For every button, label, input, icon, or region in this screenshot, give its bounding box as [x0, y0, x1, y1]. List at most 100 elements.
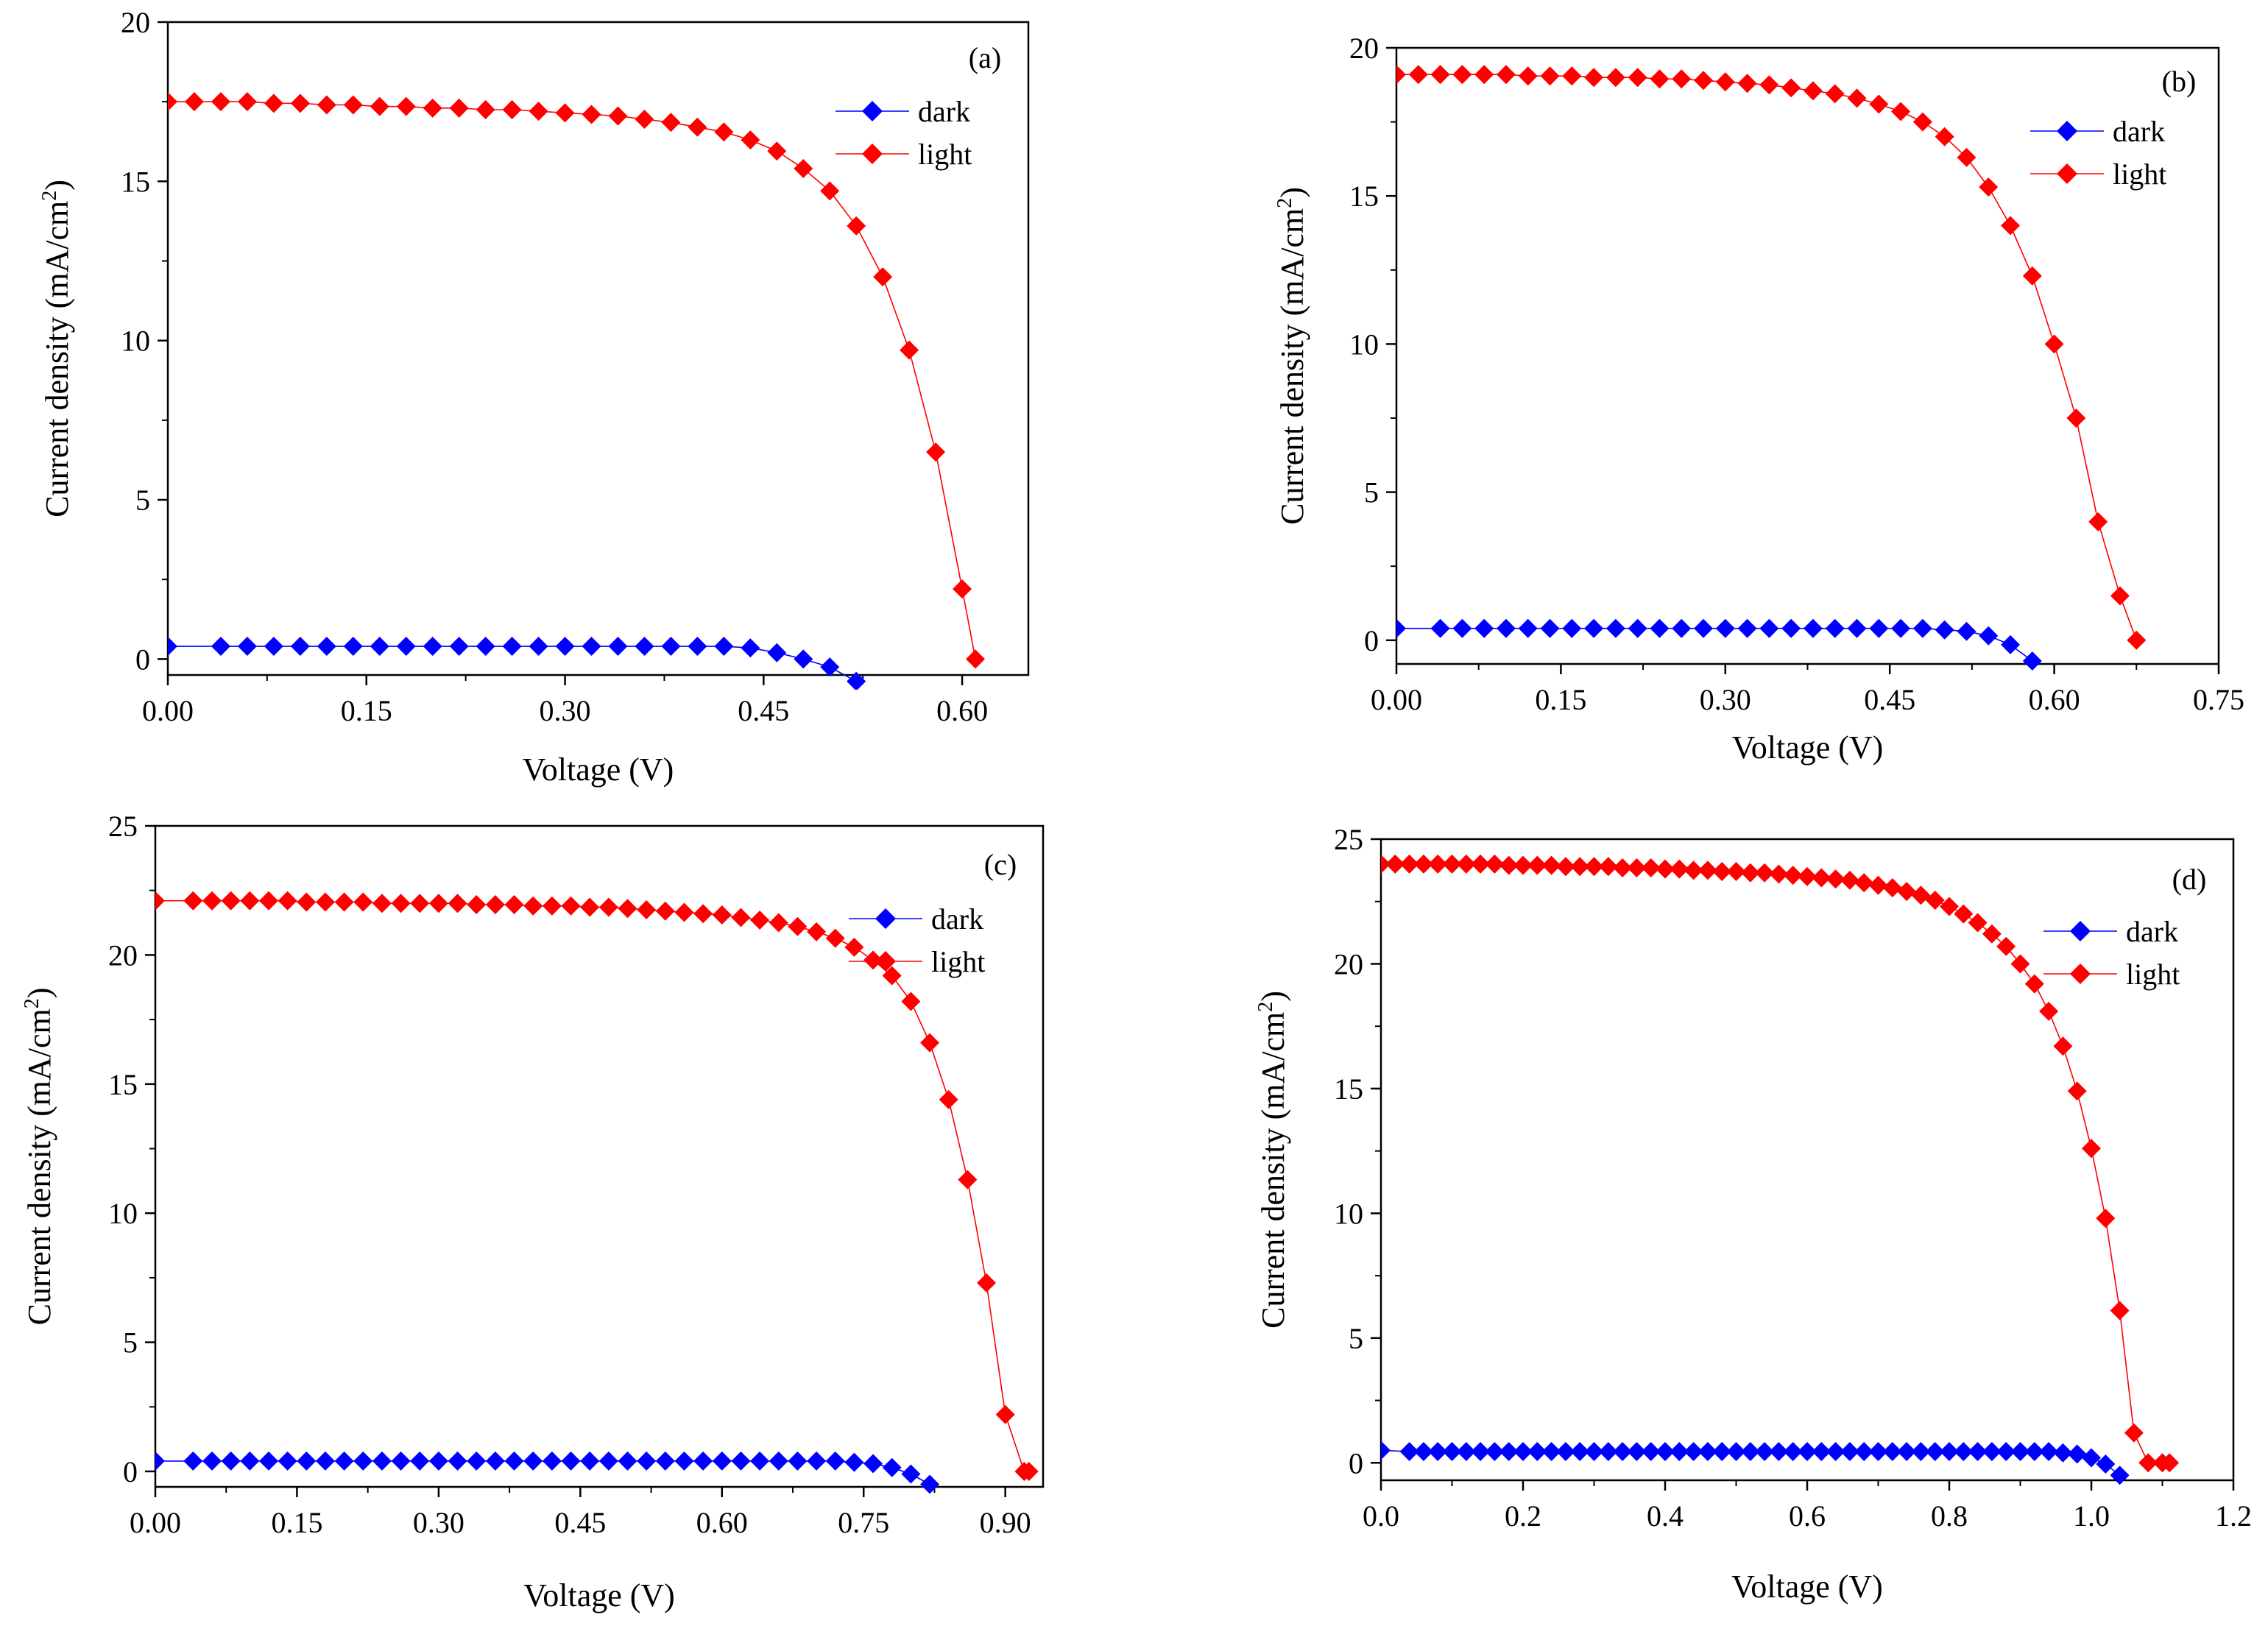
- data-point-dark: [1650, 618, 1670, 638]
- data-point-dark: [1496, 618, 1516, 638]
- data-point-dark: [2110, 1466, 2130, 1485]
- chart-panel-b: 0.00 0.15 0.30 0.45 0.60 0.75 0 5 10 15 20 Voltage …: [1273, 32, 2244, 766]
- data-point-light: [1019, 1461, 1039, 1481]
- data-point-light: [1891, 102, 1911, 121]
- data-point-light: [1911, 886, 1931, 905]
- x-tick-label: 0.45: [554, 1506, 606, 1539]
- data-point-light: [290, 93, 310, 113]
- data-point-dark: [1684, 1442, 1703, 1462]
- data-point-light: [1715, 72, 1735, 92]
- data-point-dark: [561, 1451, 581, 1471]
- data-point-light: [1408, 65, 1428, 85]
- data-point-light: [2024, 974, 2044, 994]
- data-point-dark: [1584, 618, 1604, 638]
- data-point-light: [317, 95, 336, 115]
- data-point-light: [202, 891, 222, 911]
- data-point-light: [712, 905, 732, 925]
- data-point-light: [2001, 216, 2021, 236]
- data-point-dark: [618, 1451, 637, 1471]
- data-point-dark: [370, 637, 389, 657]
- data-point-light: [863, 950, 883, 970]
- data-point-light: [555, 103, 575, 123]
- data-point-light: [155, 891, 165, 911]
- data-point-light: [1854, 873, 1874, 893]
- legend-marker-dark: [875, 908, 896, 929]
- data-point-light: [1527, 855, 1547, 875]
- x-tick-label: 0.45: [1864, 683, 1915, 716]
- data-point-light: [1584, 68, 1604, 88]
- data-point-dark: [1541, 1442, 1561, 1462]
- data-point-light: [1540, 66, 1560, 86]
- data-point-dark: [183, 1451, 203, 1471]
- data-point-dark: [635, 637, 654, 657]
- legend-marker-light: [2057, 163, 2077, 184]
- data-point-light: [2138, 1453, 2158, 1473]
- x-tick-label: 1.0: [2073, 1499, 2110, 1533]
- data-point-light: [1627, 858, 1647, 877]
- data-point-dark: [1826, 1442, 1845, 1462]
- data-point-dark: [155, 1451, 165, 1471]
- data-point-dark: [847, 671, 866, 690]
- data-point-dark: [423, 637, 442, 657]
- data-point-light: [767, 141, 787, 161]
- series-line-dark: [1396, 627, 2033, 662]
- x-tick-label: 0.60: [2029, 683, 2080, 716]
- data-point-dark: [825, 1451, 845, 1471]
- plot-frame: [166, 21, 1030, 676]
- data-point-light: [635, 109, 654, 129]
- data-point-light: [1740, 863, 1760, 883]
- data-point-light: [1840, 870, 1859, 890]
- data-point-light: [1442, 854, 1462, 874]
- data-point-light: [1812, 868, 1831, 888]
- x-axis-label: Voltage (V): [1731, 1569, 1883, 1605]
- data-point-light: [1399, 854, 1419, 874]
- y-tick-label: 0: [1349, 1446, 1363, 1480]
- data-point-light: [1570, 857, 1590, 877]
- data-point-dark: [1897, 1442, 1917, 1462]
- data-point-light: [1641, 858, 1661, 877]
- panel-tag: (d): [2172, 863, 2207, 896]
- data-point-light: [391, 894, 411, 913]
- legend-label-light: light: [2113, 158, 2166, 191]
- legend-label-dark: dark: [2126, 915, 2178, 948]
- data-point-light: [1430, 65, 1450, 85]
- data-point-light: [1759, 75, 1779, 95]
- data-point-dark: [788, 1451, 808, 1471]
- data-point-light: [847, 216, 866, 236]
- data-point-dark: [343, 637, 363, 657]
- data-point-light: [529, 102, 548, 121]
- data-point-light: [1769, 864, 1789, 884]
- data-point-dark: [391, 1451, 411, 1471]
- x-tick-label: 0.00: [130, 1506, 181, 1539]
- data-point-dark: [580, 1451, 600, 1471]
- panel-tag: (a): [969, 41, 1001, 74]
- data-point-dark: [1555, 1442, 1575, 1462]
- data-point-dark: [637, 1451, 657, 1471]
- x-tick-label: 0.45: [738, 694, 789, 727]
- data-point-dark: [168, 637, 177, 657]
- y-tick-label: 15: [108, 1068, 138, 1101]
- data-point-light: [297, 892, 317, 912]
- data-point-dark: [1428, 1442, 1448, 1462]
- data-point-dark: [240, 1451, 260, 1471]
- data-point-dark: [504, 1451, 524, 1471]
- data-point-light: [655, 901, 675, 921]
- data-point-dark: [264, 637, 283, 657]
- data-point-light: [1825, 84, 1845, 104]
- data-point-light: [423, 98, 442, 118]
- data-point-dark: [1381, 1441, 1391, 1460]
- data-point-light: [1897, 882, 1917, 902]
- data-point-dark: [1442, 1442, 1462, 1462]
- data-point-light: [661, 113, 681, 132]
- data-point-light: [1650, 69, 1670, 89]
- data-point-dark: [297, 1451, 317, 1471]
- data-point-light: [2022, 266, 2042, 286]
- x-tick-label: 0.2: [1505, 1499, 1541, 1533]
- data-point-dark: [1474, 618, 1494, 638]
- plot-frame: [1395, 46, 2220, 665]
- legend-label-light: light: [931, 945, 985, 978]
- legend-marker-light: [862, 144, 883, 164]
- data-point-dark: [237, 637, 257, 657]
- data-point-light: [1413, 854, 1433, 874]
